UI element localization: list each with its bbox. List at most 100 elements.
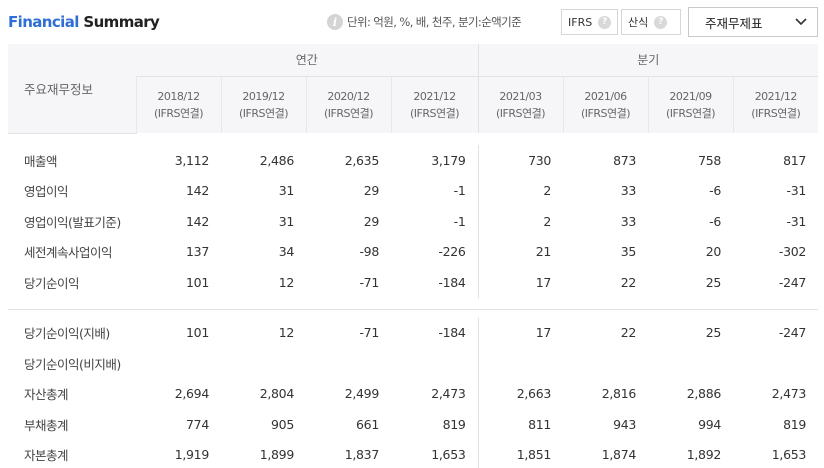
value-cell: 2 [477, 206, 564, 237]
value-cell: -31 [786, 213, 807, 229]
value-cell: 17 [477, 267, 564, 298]
value-cell: 17 [477, 317, 564, 348]
value-cell: 25 [705, 274, 722, 290]
period-date: 2019/12 [242, 89, 285, 103]
period-date: 2021/12 [413, 89, 456, 103]
value-cell: 2,486 [259, 152, 295, 168]
table-row: 당기순이익(비지배) [8, 348, 818, 379]
period-basis: (IFRS연결) [751, 106, 801, 120]
value-cell: 29 [363, 213, 380, 229]
value-cell: -71 [359, 274, 379, 290]
value-cell: 1,919 [174, 447, 210, 463]
table-row: 부채총계 774 905 661 819 811 943 994 819 [8, 409, 818, 440]
table-row: 영업이익(발표기준) 142 31 29 -1 2 33 -6 -31 [8, 206, 818, 237]
period-basis: (IFRS연결) [666, 106, 716, 120]
value-cell: 29 [363, 183, 380, 199]
table-row: 매출액 3,112 2,486 2,635 3,179 730 873 758 817 [8, 145, 818, 176]
value-cell: 2,816 [601, 386, 637, 402]
formula-label: 산식 [628, 16, 649, 29]
row-label: 영업이익(발표기준) [24, 214, 121, 230]
period-basis: (IFRS연결) [323, 106, 374, 120]
value-cell: 774 [186, 416, 209, 432]
value-cell: 2,804 [259, 386, 295, 402]
row-header: 주요재무정보 [8, 44, 136, 134]
ifrs-option[interactable]: IFRS ? [561, 9, 618, 35]
value-cell: -247 [778, 325, 807, 341]
table-row: 당기순이익 101 12 -71 -184 17 22 25 -247 [8, 267, 818, 298]
value-cell: 2,663 [477, 378, 564, 409]
row-label: 당기순이익 [24, 275, 80, 291]
formula-help-icon[interactable]: ? [654, 15, 668, 29]
unit-text: 단위: 억원, %, 배, 천주, 분기:순액기준 [347, 15, 522, 29]
value-cell: 142 [186, 183, 209, 199]
value-cell: 35 [620, 244, 637, 260]
statement-select[interactable]: 주재무제표 [688, 7, 818, 37]
period-date: 2018/12 [157, 89, 200, 103]
value-cell: 2,473 [431, 386, 466, 402]
value-cell: 873 [613, 152, 637, 168]
value-cell: 31 [278, 183, 295, 199]
period-date: 2021/03 [499, 89, 542, 103]
period-header: 2020/12 (IFRS연결) [305, 76, 391, 133]
row-label: 당기순이익(지배) [24, 326, 110, 342]
period-date: 2020/12 [327, 89, 370, 103]
formula-option[interactable]: 산식 ? [621, 9, 681, 35]
value-cell [733, 348, 818, 379]
period-date: 2021/06 [584, 89, 627, 103]
value-cell [563, 348, 648, 379]
title-rest: Summary [83, 13, 160, 31]
table-row: 자산총계 2,694 2,804 2,499 2,473 2,663 2,816 2,886 2… [8, 378, 818, 409]
value-cell: -302 [778, 244, 807, 260]
period-basis: (IFRS연결) [410, 106, 460, 120]
value-cell: 12 [278, 325, 295, 341]
value-cell: 21 [477, 236, 564, 267]
value-cell: -184 [438, 274, 466, 290]
ifrs-help-icon[interactable]: ? [598, 15, 611, 29]
quarter-group-header: 분기 [477, 44, 819, 77]
row-label: 영업이익 [24, 184, 69, 200]
statement-select-value: 주재무제표 [705, 15, 763, 31]
period-header: 2021/12 (IFRS연결) [390, 76, 479, 133]
value-cell: 1,837 [344, 447, 380, 463]
value-cell: 101 [186, 274, 209, 290]
value-cell: 1,653 [431, 447, 466, 463]
value-cell: 2 [477, 175, 564, 206]
summary-toolbar: Financial Summary i 단위: 억원, %, 배, 천주, 분기… [0, 0, 824, 44]
value-cell: 730 [477, 145, 564, 176]
value-cell: 2,694 [174, 386, 210, 402]
info-icon[interactable]: i [327, 14, 343, 30]
value-cell: 31 [278, 213, 295, 229]
value-cell: 2,886 [686, 386, 722, 402]
value-cell [136, 348, 221, 379]
period-header: 2021/06 (IFRS연결) [562, 76, 649, 133]
title-accent: Financial [8, 13, 79, 31]
page-title: Financial Summary [8, 13, 160, 31]
value-cell: 1,899 [259, 447, 295, 463]
period-basis: (IFRS연결) [238, 106, 289, 120]
value-cell: 3,179 [431, 152, 466, 168]
value-cell: 25 [705, 325, 722, 341]
value-cell: -247 [778, 274, 807, 290]
row-label: 매출액 [24, 153, 58, 169]
row-label: 자산총계 [24, 387, 69, 403]
value-cell: 1,851 [477, 439, 564, 468]
value-cell: -226 [438, 244, 466, 260]
ifrs-label: IFRS [568, 15, 593, 29]
unit-info: i 단위: 억원, %, 배, 천주, 분기:순액기준 [327, 12, 522, 32]
period-header: 2021/03 (IFRS연결) [477, 76, 564, 133]
value-cell: 33 [620, 213, 637, 229]
value-cell: -6 [709, 183, 722, 199]
value-cell: -31 [786, 183, 807, 199]
value-cell [221, 348, 306, 379]
value-cell: 20 [705, 244, 722, 260]
value-cell: -1 [453, 213, 466, 229]
table-row: 자본총계 1,919 1,899 1,837 1,653 1,851 1,874 1,892 1… [8, 439, 818, 468]
value-cell: 1,653 [771, 447, 807, 463]
period-header: 2018/12 (IFRS연결) [135, 76, 221, 133]
row-label: 당기순이익(비지배) [24, 356, 121, 372]
period-header: 2021/12 (IFRS연결) [732, 76, 819, 133]
period-basis: (IFRS연결) [581, 106, 631, 120]
value-cell: 758 [698, 152, 722, 168]
table-row: 당기순이익(지배) 101 12 -71 -184 17 22 25 -247 [8, 317, 818, 348]
period-basis: (IFRS연결) [153, 106, 204, 120]
